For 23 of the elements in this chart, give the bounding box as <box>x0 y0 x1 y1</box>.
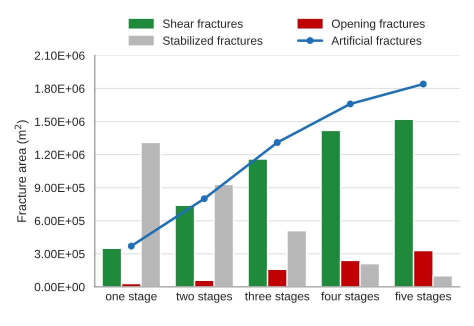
y-tick-label: 0.00E+00 <box>34 282 85 292</box>
y-tick-label: 1.20E+06 <box>35 150 85 160</box>
x-tick-label: five stages <box>395 292 452 303</box>
y-tick-label: 1.80E+06 <box>35 84 85 93</box>
y-tick-label: 1.50E+06 <box>35 118 85 126</box>
legend-label: Opening fractures <box>332 19 425 30</box>
y-axis-title: Fracture area (m$^{2}$) <box>14 120 29 222</box>
point <box>420 80 427 88</box>
x-tick-label: three stages <box>244 292 310 303</box>
y-tick-label: 6.00E+05 <box>34 216 85 226</box>
y-tick-label: 9.00E+05 <box>34 184 85 192</box>
point <box>128 242 135 250</box>
x-tick-label: two stages <box>176 292 232 303</box>
x-tick-label: four stages <box>321 292 380 303</box>
legend-label: Shear fractures <box>163 19 243 28</box>
point <box>346 100 354 108</box>
point <box>200 195 208 202</box>
x-tick-label: one stage <box>106 292 157 303</box>
legend-label: Artificial fractures <box>331 36 422 45</box>
legend-label: Stabilized fractures <box>163 36 262 45</box>
point <box>274 139 281 146</box>
y-tick-label: 3.00E+05 <box>34 250 85 258</box>
y-tick-label: 2.10E+06 <box>34 51 85 60</box>
